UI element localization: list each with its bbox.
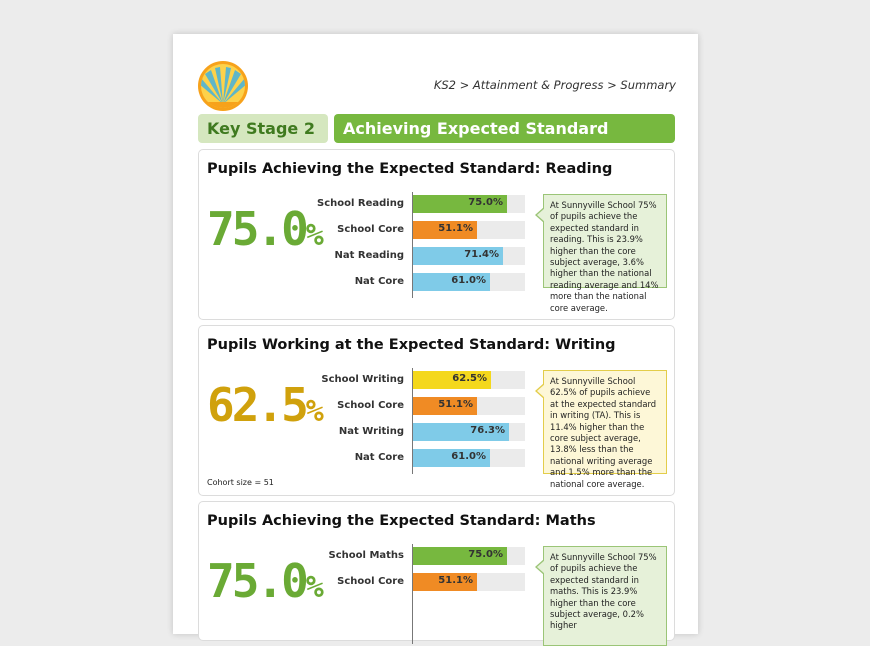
bar-label: School Core — [337, 400, 404, 411]
chart-axis — [412, 192, 413, 298]
bar-label: School Writing — [321, 374, 404, 385]
headline-value: 62.5 — [207, 378, 309, 432]
bar-track: 61.0% — [413, 449, 525, 467]
breadcrumb: KS2 > Attainment & Progress > Summary — [433, 78, 676, 92]
bar-value: 71.4% — [464, 249, 499, 260]
bar-label: School Maths — [328, 550, 404, 561]
headline-percentage: 75.0% — [207, 202, 324, 256]
headline-percentage: 62.5% — [207, 378, 324, 432]
headline-suffix: % — [305, 394, 324, 429]
bar-value: 51.1% — [438, 223, 473, 234]
bar-label: Nat Writing — [338, 426, 404, 437]
bar-value: 76.3% — [470, 425, 505, 436]
chart-axis — [412, 544, 413, 644]
headline-value: 75.0 — [207, 202, 309, 256]
bar-track: 75.0% — [413, 547, 525, 565]
headline-suffix: % — [305, 570, 324, 605]
bar-value: 62.5% — [452, 373, 487, 384]
bar-value: 51.1% — [438, 575, 473, 586]
bar-track: 71.4% — [413, 247, 525, 265]
bar-label: School Reading — [317, 198, 404, 209]
bar-track: 51.1% — [413, 573, 525, 591]
bar-label: School Core — [337, 576, 404, 587]
bar — [413, 195, 507, 213]
bar-value: 75.0% — [468, 197, 503, 208]
bar-label: School Core — [337, 224, 404, 235]
cohort-size: Cohort size = 51 — [207, 478, 274, 487]
card-title: Pupils Achieving the Expected Standard: … — [207, 513, 596, 529]
bar-track: 51.1% — [413, 221, 525, 239]
card-title: Pupils Achieving the Expected Standard: … — [207, 161, 613, 177]
bar — [413, 397, 477, 415]
bar-label: Nat Core — [354, 452, 404, 463]
bar — [413, 573, 477, 591]
bar-value: 51.1% — [438, 399, 473, 410]
bar-track: 61.0% — [413, 273, 525, 291]
bar-track: 51.1% — [413, 397, 525, 415]
bar — [413, 273, 490, 291]
section-label: Achieving Expected Standard — [334, 114, 675, 143]
bar-track: 75.0% — [413, 195, 525, 213]
summary-note: At Sunnyville School 75% of pupils achie… — [535, 546, 667, 646]
key-stage-label: Key Stage 2 — [198, 114, 328, 143]
headline-percentage: 75.0% — [207, 554, 324, 608]
maths-card: Pupils Achieving the Expected Standard: … — [198, 501, 675, 646]
bar-value: 75.0% — [468, 549, 503, 560]
bar-track: 76.3% — [413, 423, 525, 441]
bar-label: Nat Core — [354, 276, 404, 287]
reading-card: Pupils Achieving the Expected Standard: … — [198, 149, 675, 320]
card-title: Pupils Working at the Expected Standard:… — [207, 337, 616, 353]
summary-note: At Sunnyville School 75% of pupils achie… — [535, 194, 667, 313]
bar — [413, 449, 490, 467]
bar — [413, 247, 503, 265]
headline-suffix: % — [305, 218, 324, 253]
report-page: KS2 > Attainment & Progress > Summary Ke… — [173, 34, 698, 646]
bar-track: 62.5% — [413, 371, 525, 389]
writing-card: Pupils Working at the Expected Standard:… — [198, 325, 675, 496]
headline-value: 75.0 — [207, 554, 309, 608]
bar — [413, 221, 477, 239]
bar — [413, 547, 507, 565]
bar-value: 61.0% — [451, 451, 486, 462]
sunburst-logo-icon — [198, 61, 248, 111]
bar-value: 61.0% — [451, 275, 486, 286]
chart-axis — [412, 368, 413, 474]
summary-note: At Sunnyville School 62.5% of pupils ach… — [535, 370, 667, 489]
bar — [413, 371, 491, 389]
bar-label: Nat Reading — [334, 250, 404, 261]
bar — [413, 423, 509, 441]
